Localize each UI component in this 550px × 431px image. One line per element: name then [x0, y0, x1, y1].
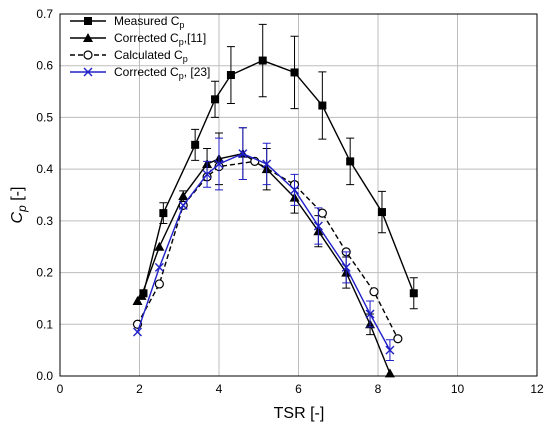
- x-tick-label: 10: [451, 382, 465, 396]
- legend-marker: [83, 50, 93, 60]
- data-point: [154, 262, 164, 272]
- y-axis-title-sub: p: [15, 205, 29, 213]
- x-axis-title: TSR [-]: [274, 405, 325, 422]
- y-axis-ticks: 0.0 0.1 0.2 0.3 0.4 0.5 0.6 0.7: [36, 7, 53, 383]
- legend-marker: [83, 67, 93, 77]
- legend-label-tail: ,[11]: [184, 31, 206, 45]
- legend-item: Calculated Cp: [70, 48, 188, 64]
- data-point: [214, 159, 224, 169]
- x-tick-label: 0: [57, 382, 64, 396]
- legend-label-main: Corrected C: [114, 31, 179, 45]
- data-point: [393, 334, 403, 344]
- x-tick-label: 6: [295, 382, 302, 396]
- data-point: [238, 149, 248, 159]
- legend-label-main: Corrected C: [114, 65, 179, 79]
- series-2: [132, 127, 395, 378]
- y-axis-title-main: C: [9, 211, 26, 223]
- data-point: [139, 289, 148, 298]
- legend-item: Corrected Cp, [23]: [70, 65, 210, 81]
- legend-label: Calculated Cp: [114, 48, 188, 64]
- plot-frame: [59, 13, 538, 377]
- data-point: [226, 71, 235, 80]
- data-point: [377, 208, 386, 217]
- data-point: [317, 208, 327, 218]
- grid-lines: [59, 13, 538, 377]
- data-point: [262, 159, 272, 169]
- series-line: [136, 160, 399, 340]
- legend-label-sub: p: [183, 54, 188, 64]
- legend-label-main: Calculated C: [114, 48, 183, 62]
- data-point: [132, 296, 143, 306]
- y-tick-label: 0.7: [36, 7, 53, 21]
- series-3: [132, 156, 403, 344]
- data-point: [154, 241, 165, 251]
- series-4: [133, 127, 395, 361]
- y-tick-label: 0.6: [36, 59, 53, 73]
- data-point: [159, 209, 168, 218]
- data-point: [346, 157, 355, 166]
- data-point: [369, 287, 379, 297]
- data-point: [409, 289, 418, 298]
- data-point: [133, 327, 143, 337]
- data-point: [258, 56, 267, 65]
- y-tick-label: 0.0: [36, 369, 53, 383]
- data-point: [202, 169, 212, 179]
- data-point: [211, 95, 220, 104]
- data-point: [341, 262, 351, 272]
- data-point: [385, 345, 395, 355]
- data-point: [290, 68, 299, 77]
- y-axis-title: Cp [-]: [9, 187, 29, 224]
- series-1: [139, 23, 418, 310]
- y-tick-label: 0.2: [36, 266, 53, 280]
- data-point: [290, 185, 300, 195]
- legend-item: Corrected Cp,[11]: [70, 31, 206, 47]
- series-layer: [132, 23, 418, 378]
- x-axis-ticks: 0 2 4 6 8 10 12: [57, 382, 544, 396]
- legend-label: Measured Cp: [114, 14, 184, 30]
- legend-label: Corrected Cp, [23]: [114, 65, 210, 81]
- legend-label-sub: p: [179, 71, 184, 81]
- y-tick-label: 0.1: [36, 317, 53, 331]
- x-tick-label: 4: [216, 382, 223, 396]
- data-point: [178, 191, 189, 201]
- x-tick-label: 12: [530, 382, 544, 396]
- legend-label-main: Measured C: [114, 14, 180, 28]
- x-tick-label: 8: [375, 382, 382, 396]
- series-line: [136, 152, 391, 351]
- data-point: [318, 101, 327, 110]
- data-point: [313, 221, 323, 231]
- data-point: [154, 279, 164, 289]
- data-point: [191, 140, 200, 149]
- series-line: [142, 59, 415, 294]
- x-tick-label: 2: [136, 382, 143, 396]
- y-tick-label: 0.4: [36, 162, 53, 176]
- data-point: [136, 290, 147, 300]
- y-tick-label: 0.3: [36, 214, 53, 228]
- y-axis-title-unit: [-]: [9, 187, 26, 206]
- legend-item: Measured Cp: [70, 14, 184, 30]
- legend-label-tail: , [23]: [184, 65, 211, 79]
- legend-marker: [83, 33, 93, 42]
- legend-marker: [84, 17, 92, 25]
- legend-label-sub: p: [179, 20, 184, 30]
- data-point: [384, 368, 395, 378]
- legend-label-sub: p: [179, 37, 184, 47]
- data-point: [365, 309, 375, 319]
- y-tick-label: 0.5: [36, 110, 53, 124]
- legend-label: Corrected Cp,[11]: [114, 31, 206, 47]
- data-point: [178, 200, 188, 210]
